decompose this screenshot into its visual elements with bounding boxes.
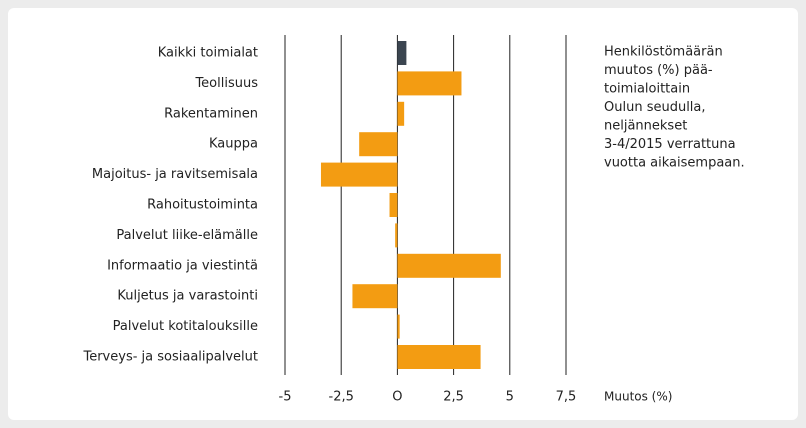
panel <box>8 8 798 420</box>
annotation-line: vuotta aikaisempaan. <box>604 156 745 171</box>
bar <box>397 71 462 96</box>
annotation-line: toimialoittain <box>604 82 690 97</box>
bar <box>397 41 407 65</box>
category-label: Kaikki toimialat <box>158 46 258 61</box>
category-label: Terveys- ja sosiaalipalvelut <box>82 350 258 365</box>
x-tick-label: O <box>392 390 402 405</box>
annotation-line: muutos (%) pää- <box>604 63 713 78</box>
bar <box>395 223 398 248</box>
annotation-line: neljännekset <box>604 119 687 134</box>
category-label: Kuljetus ja varastointi <box>117 289 258 304</box>
x-tick-label: 7,5 <box>556 390 577 405</box>
bar <box>389 193 398 217</box>
x-tick-label: 5 <box>506 390 514 405</box>
category-label: Palvelut liike-elämälle <box>116 228 258 243</box>
x-tick-label: 2,5 <box>443 390 464 405</box>
bar <box>397 345 481 369</box>
bar <box>397 314 400 339</box>
x-tick-label: -5 <box>279 390 292 405</box>
category-label: Teollisuus <box>194 76 258 91</box>
bar <box>397 101 405 126</box>
annotation-line: Oulun seudulla, <box>604 100 706 115</box>
category-label: Majoitus- ja ravitsemisala <box>92 167 258 182</box>
bar <box>359 132 398 157</box>
category-label: Palvelut kotitalouksille <box>113 319 258 334</box>
annotation-line: 3-4/2015 verrattuna <box>604 137 736 152</box>
bar <box>397 253 501 278</box>
x-axis-label: Muutos (%) <box>604 390 672 404</box>
category-label: Kauppa <box>209 137 258 152</box>
x-tick-label: -2,5 <box>329 390 354 405</box>
category-label: Rahoitustoiminta <box>147 198 258 213</box>
bar <box>320 162 398 187</box>
category-label: Rakentaminen <box>164 106 258 121</box>
bar <box>352 284 398 309</box>
annotation-line: Henkilöstömäärän <box>604 45 723 60</box>
category-label: Informaatio ja viestintä <box>107 258 258 273</box>
